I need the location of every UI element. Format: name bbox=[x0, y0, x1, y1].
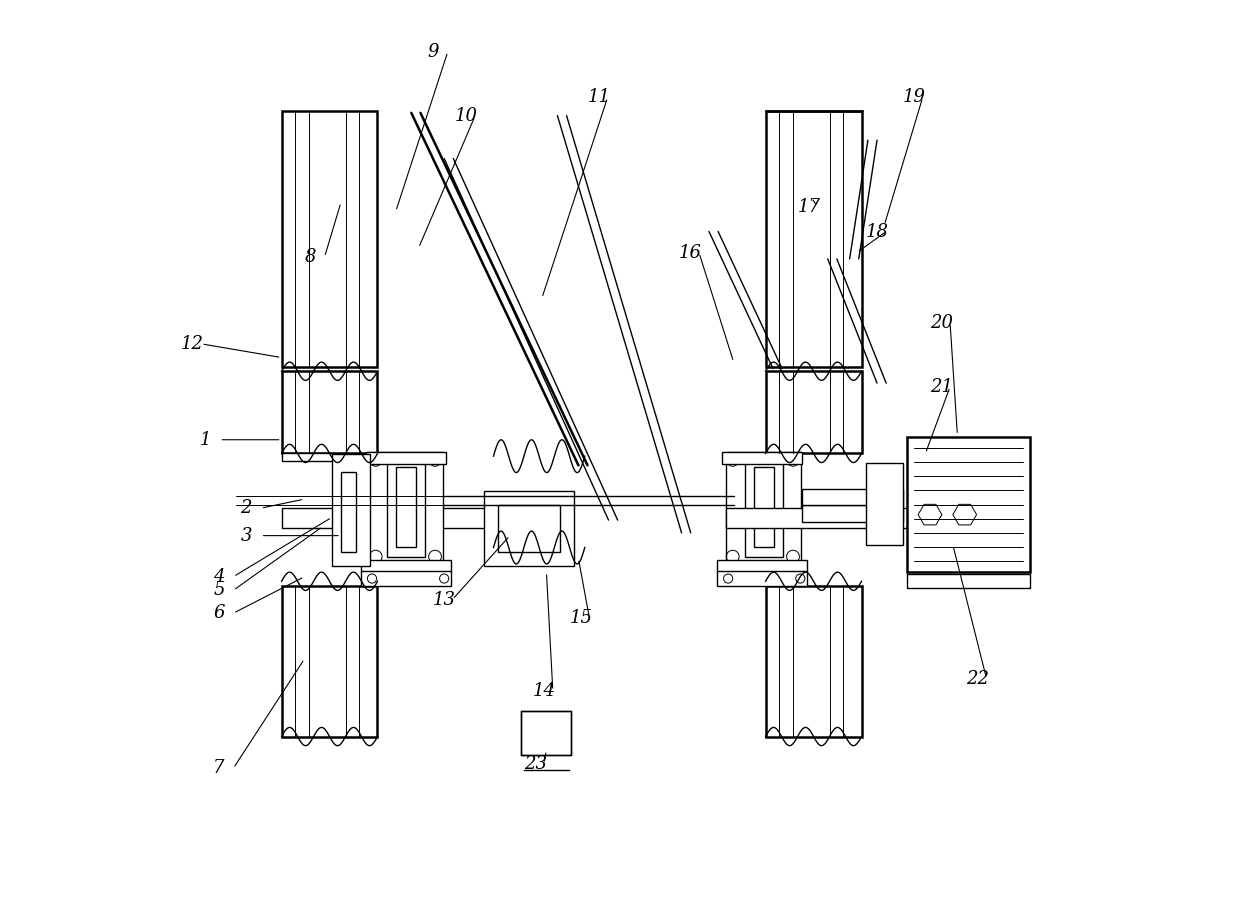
Bar bbox=[341, 472, 356, 552]
Bar bbox=[722, 452, 802, 464]
Text: 13: 13 bbox=[432, 591, 455, 608]
Bar bbox=[745, 458, 783, 557]
Bar bbox=[484, 491, 574, 566]
Bar bbox=[907, 437, 1031, 572]
Bar bbox=[368, 452, 444, 563]
Text: 9: 9 bbox=[427, 43, 439, 60]
Text: 10: 10 bbox=[455, 106, 478, 125]
Bar bbox=[395, 467, 416, 548]
Polygon shape bbox=[953, 505, 976, 525]
Bar bbox=[907, 574, 1031, 588]
Text: 23: 23 bbox=[524, 755, 546, 773]
Text: 5: 5 bbox=[213, 582, 224, 599]
Bar bbox=[281, 453, 337, 461]
Text: 14: 14 bbox=[533, 682, 556, 700]
Bar bbox=[753, 467, 774, 548]
Bar bbox=[717, 561, 807, 572]
Bar bbox=[498, 505, 560, 552]
Text: 21: 21 bbox=[930, 377, 953, 396]
Bar bbox=[361, 572, 451, 586]
Bar bbox=[802, 489, 902, 506]
Bar bbox=[866, 463, 902, 545]
Text: 4: 4 bbox=[213, 568, 224, 585]
Bar bbox=[366, 452, 446, 464]
Bar bbox=[766, 111, 861, 366]
Text: 7: 7 bbox=[213, 759, 224, 778]
Text: 22: 22 bbox=[966, 670, 990, 688]
Text: 15: 15 bbox=[569, 609, 592, 627]
Text: 6: 6 bbox=[213, 605, 224, 622]
Text: 18: 18 bbox=[866, 223, 890, 241]
Bar bbox=[332, 454, 370, 566]
Bar bbox=[281, 508, 510, 529]
Bar bbox=[520, 711, 571, 755]
Text: 3: 3 bbox=[240, 527, 252, 545]
Text: 2: 2 bbox=[240, 499, 252, 518]
Text: 12: 12 bbox=[181, 335, 204, 353]
Text: 8: 8 bbox=[305, 248, 316, 266]
Bar bbox=[281, 111, 378, 366]
Bar bbox=[726, 508, 927, 529]
Bar bbox=[802, 506, 902, 522]
Text: 1: 1 bbox=[199, 431, 211, 449]
Bar bbox=[717, 572, 807, 586]
Bar bbox=[726, 452, 802, 563]
Bar bbox=[766, 586, 861, 736]
Text: 20: 20 bbox=[930, 314, 953, 332]
Bar bbox=[281, 371, 378, 453]
Bar bbox=[387, 458, 425, 557]
Polygon shape bbox=[918, 505, 942, 525]
Text: 11: 11 bbox=[587, 88, 611, 106]
Text: 17: 17 bbox=[798, 198, 820, 216]
Text: 19: 19 bbox=[902, 88, 926, 106]
Bar bbox=[766, 371, 861, 453]
Text: 16: 16 bbox=[679, 244, 701, 262]
Bar bbox=[281, 586, 378, 736]
Bar bbox=[361, 561, 451, 572]
